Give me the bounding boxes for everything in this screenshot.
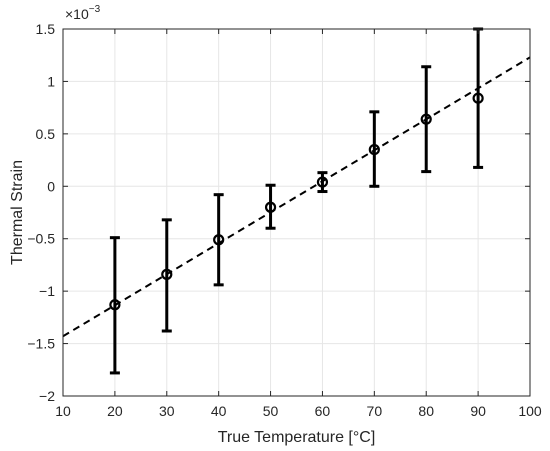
x-tick-labels: 10 20 30 40 50 60 70 80 90 100 — [55, 403, 542, 419]
error-bar — [265, 183, 276, 230]
y-tick-label: −1.5 — [27, 336, 55, 352]
y-tick-label: 0 — [47, 178, 55, 194]
data-point — [472, 92, 484, 104]
data-points — [109, 92, 484, 311]
y-tick-label: 0.5 — [36, 126, 56, 142]
x-tick-label: 10 — [55, 403, 71, 419]
y-tick-label: −0.5 — [27, 231, 55, 247]
data-point — [368, 143, 380, 156]
x-tick-label: 50 — [263, 403, 279, 419]
y-tick-labels: −2 −1.5 −1 −0.5 0 0.5 1 1.5 — [27, 21, 55, 404]
y-exponent-power: −3 — [89, 4, 101, 15]
x-tick-label: 40 — [211, 403, 227, 419]
fit-line — [62, 56, 531, 338]
x-tick-label: 100 — [518, 403, 542, 419]
data-point — [264, 201, 277, 213]
data-point — [161, 268, 173, 280]
axis-ticks — [62, 28, 531, 397]
x-tick-label: 60 — [315, 403, 331, 419]
x-tick-label: 70 — [367, 403, 383, 419]
x-tick-label: 80 — [418, 403, 434, 419]
y-tick-label: −2 — [39, 388, 55, 404]
y-exponent-label: ×10−3 — [65, 4, 101, 22]
error-bar — [161, 218, 172, 333]
x-axis-label: True Temperature [°C] — [218, 429, 376, 446]
y-exponent-base: ×10 — [65, 6, 89, 22]
error-bars — [109, 27, 484, 375]
x-tick-label: 30 — [159, 403, 175, 419]
x-tick-label: 90 — [470, 403, 486, 419]
error-bar — [109, 236, 120, 375]
error-bar — [213, 193, 224, 287]
grid-lines — [62, 28, 531, 397]
y-tick-label: −1 — [39, 283, 55, 299]
data-point — [109, 299, 121, 311]
plot-frame — [62, 28, 531, 397]
error-bar — [369, 110, 380, 188]
y-axis-label: Thermal Strain — [9, 160, 26, 265]
error-bar — [317, 171, 328, 194]
x-tick-label: 20 — [107, 403, 123, 419]
data-point — [420, 113, 432, 125]
data-point — [316, 176, 329, 188]
y-tick-label: 1 — [47, 73, 55, 89]
error-bar — [421, 65, 432, 174]
fit-line-layer — [62, 56, 531, 338]
y-tick-label: 1.5 — [36, 21, 56, 37]
data-point — [213, 234, 225, 246]
